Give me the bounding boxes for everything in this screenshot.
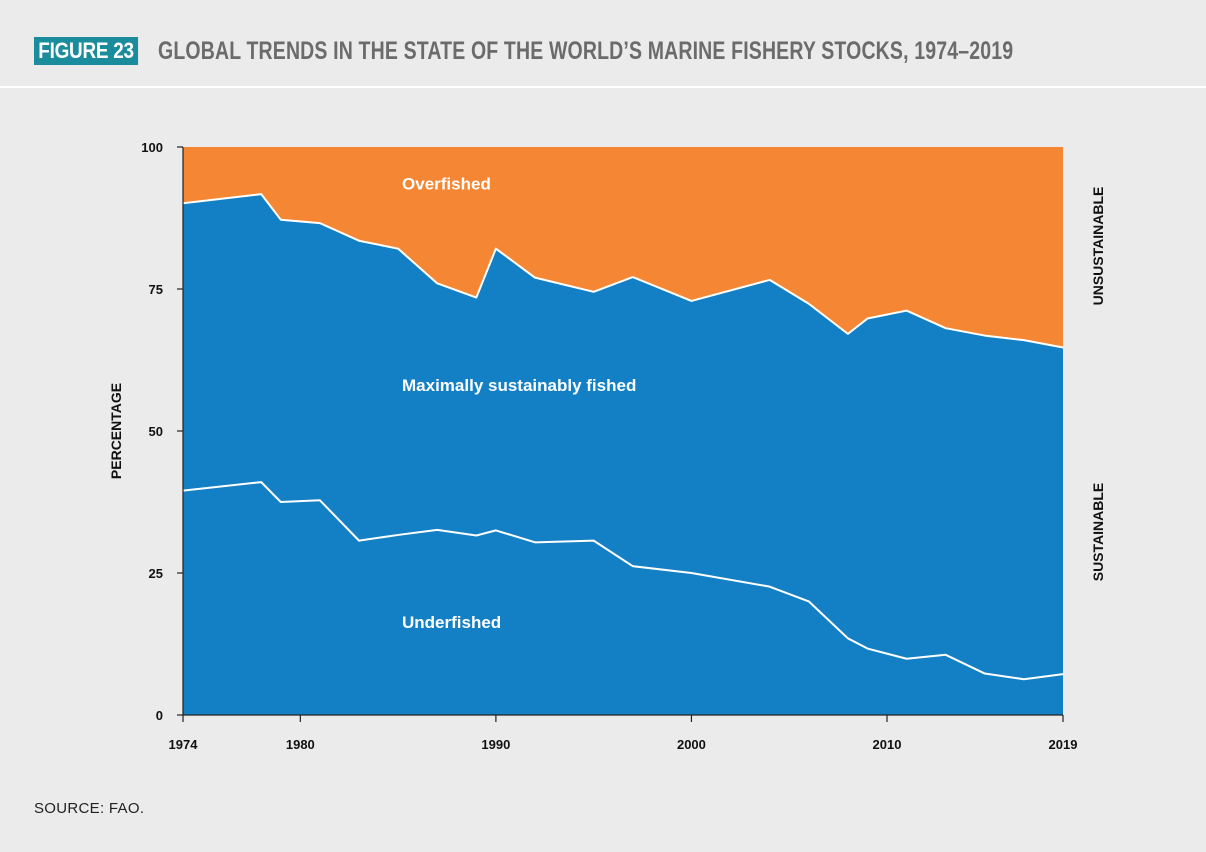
- source-note: SOURCE: FAO.: [34, 800, 145, 817]
- y-axis-label: PERCENTAGE: [108, 383, 124, 479]
- area-label-maximally-sustainably-fished: Maximally sustainably fished: [402, 376, 636, 395]
- y-tick-label: 100: [141, 140, 163, 155]
- chart-areas: [183, 147, 1063, 716]
- chart-lines: [182, 193, 1064, 681]
- boundary-line-underfished: [182, 481, 1064, 681]
- x-tick-label: 2019: [1049, 737, 1078, 752]
- chart-ticks: 0 25 50 75 100 1974 1980 1990 2000 2010 2019: [141, 140, 1077, 752]
- area-underfished: [183, 482, 1063, 715]
- figure-badge: FIGURE 23: [34, 37, 139, 65]
- boundary-line-maximally-sustainably-fished: [182, 193, 1064, 349]
- side-label-sustainable: SUSTAINABLE: [1090, 483, 1106, 582]
- y-tick-label: 0: [156, 708, 163, 723]
- area-label-underfished: Underfished: [402, 613, 501, 632]
- x-tick-label: 2010: [873, 737, 902, 752]
- header: FIGURE 23 GLOBAL TRENDS IN THE STATE OF …: [0, 0, 1206, 88]
- y-tick-label: 25: [149, 566, 163, 581]
- x-tick-label: 1980: [286, 737, 315, 752]
- x-tick-label: 2000: [677, 737, 706, 752]
- figure-title: GLOBAL TRENDS IN THE STATE OF THE WORLD’…: [158, 37, 1014, 65]
- y-tick-label: 50: [149, 424, 163, 439]
- x-tick-label: 1990: [481, 737, 510, 752]
- side-label-unsustainable: UNSUSTAINABLE: [1090, 187, 1106, 306]
- x-tick-label: 1974: [169, 737, 199, 752]
- y-tick-label: 75: [149, 282, 163, 297]
- area-label-overfished: Overfished: [402, 175, 491, 194]
